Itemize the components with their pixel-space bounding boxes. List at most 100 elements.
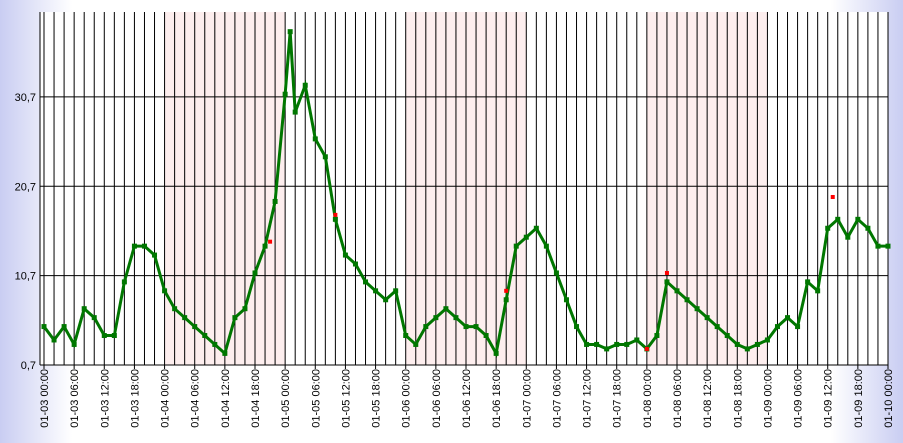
x-tick-label: 01-06 00:00 xyxy=(401,369,413,428)
x-tick-label: 01-04 18:00 xyxy=(250,369,262,428)
point-marker xyxy=(513,243,519,249)
point-marker xyxy=(141,243,147,249)
x-tick-label: 01-04 06:00 xyxy=(190,369,202,428)
x-tick-label: 01-09 12:00 xyxy=(823,369,835,428)
point-marker xyxy=(885,243,891,249)
x-tick-label: 01-03 18:00 xyxy=(129,369,141,428)
x-tick-label: 01-07 12:00 xyxy=(582,369,594,428)
x-tick-label: 01-09 00:00 xyxy=(762,369,774,428)
point-marker xyxy=(584,341,590,347)
point-marker xyxy=(403,333,409,339)
highlight-marker xyxy=(268,239,273,244)
point-marker xyxy=(393,288,399,294)
point-marker xyxy=(483,333,489,339)
point-marker xyxy=(533,225,539,231)
point-marker xyxy=(202,333,208,339)
x-tick-label: 01-05 06:00 xyxy=(310,369,322,428)
point-marker xyxy=(373,288,379,294)
point-marker xyxy=(232,315,238,321)
point-marker xyxy=(61,324,67,330)
point-marker xyxy=(785,315,791,321)
highlight-marker xyxy=(644,346,649,351)
point-marker xyxy=(744,346,750,352)
point-marker xyxy=(674,288,680,294)
x-tick-label: 01-05 18:00 xyxy=(371,369,383,428)
point-marker xyxy=(724,333,730,339)
point-marker xyxy=(463,324,469,330)
x-tick-label: 01-07 00:00 xyxy=(521,369,533,428)
point-marker xyxy=(352,261,358,267)
point-marker xyxy=(553,270,559,276)
point-marker xyxy=(41,324,47,330)
point-marker xyxy=(282,91,288,97)
point-marker xyxy=(443,306,449,312)
point-marker xyxy=(71,341,77,347)
x-tick-label: 01-06 12:00 xyxy=(461,369,473,428)
point-marker xyxy=(162,288,168,294)
point-marker xyxy=(152,252,158,258)
highlight-marker xyxy=(504,288,509,293)
y-tick-label: 10,7 xyxy=(15,271,36,283)
x-tick-label: 01-05 00:00 xyxy=(280,369,292,428)
x-tick-label: 01-09 18:00 xyxy=(853,369,865,428)
point-marker xyxy=(845,234,851,240)
highlight-marker xyxy=(830,194,835,199)
point-marker xyxy=(272,198,278,204)
point-marker xyxy=(503,297,509,303)
point-marker xyxy=(594,341,600,347)
point-marker xyxy=(322,154,328,160)
x-tick-label: 01-08 18:00 xyxy=(732,369,744,428)
point-marker xyxy=(664,279,670,285)
point-marker xyxy=(182,315,188,321)
point-marker xyxy=(684,297,690,303)
highlight-marker xyxy=(664,270,669,275)
x-tick-label: 01-08 00:00 xyxy=(642,369,654,428)
point-marker xyxy=(523,234,529,240)
point-marker xyxy=(574,324,580,330)
point-marker xyxy=(734,341,740,347)
point-marker xyxy=(252,270,258,276)
point-marker xyxy=(453,315,459,321)
point-marker xyxy=(714,324,720,330)
point-marker xyxy=(212,341,218,347)
point-marker xyxy=(855,216,861,222)
point-marker xyxy=(131,243,137,249)
point-marker xyxy=(363,279,369,285)
point-marker xyxy=(342,252,348,258)
x-tick-label: 01-06 06:00 xyxy=(431,369,443,428)
x-tick-label: 01-07 06:00 xyxy=(551,369,563,428)
point-marker xyxy=(121,279,127,285)
point-marker xyxy=(433,315,439,321)
point-marker xyxy=(875,243,881,249)
point-marker xyxy=(694,306,700,312)
point-marker xyxy=(865,225,871,231)
x-tick-label: 01-08 12:00 xyxy=(702,369,714,428)
x-tick-label: 01-04 00:00 xyxy=(160,369,172,428)
x-tick-label: 01-07 18:00 xyxy=(612,369,624,428)
point-marker xyxy=(493,350,499,356)
point-marker xyxy=(543,243,549,249)
x-tick-label: 01-09 06:00 xyxy=(793,369,805,428)
x-tick-label: 01-05 12:00 xyxy=(340,369,352,428)
point-marker xyxy=(795,324,801,330)
point-marker xyxy=(383,297,389,303)
x-tick-label: 01-03 12:00 xyxy=(99,369,111,428)
point-marker xyxy=(101,333,107,339)
point-marker xyxy=(604,346,610,352)
point-marker xyxy=(754,341,760,347)
point-marker xyxy=(654,333,660,339)
point-marker xyxy=(111,333,117,339)
point-marker xyxy=(815,288,821,294)
x-tick-label: 01-10 00:00 xyxy=(883,369,895,428)
point-marker xyxy=(413,341,419,347)
point-marker xyxy=(805,279,811,285)
point-marker xyxy=(774,324,780,330)
point-marker xyxy=(835,216,841,222)
y-tick-label: 20,7 xyxy=(15,181,36,193)
point-marker xyxy=(242,306,248,312)
point-marker xyxy=(172,306,178,312)
x-tick-label: 01-08 06:00 xyxy=(672,369,684,428)
point-marker xyxy=(614,341,620,347)
